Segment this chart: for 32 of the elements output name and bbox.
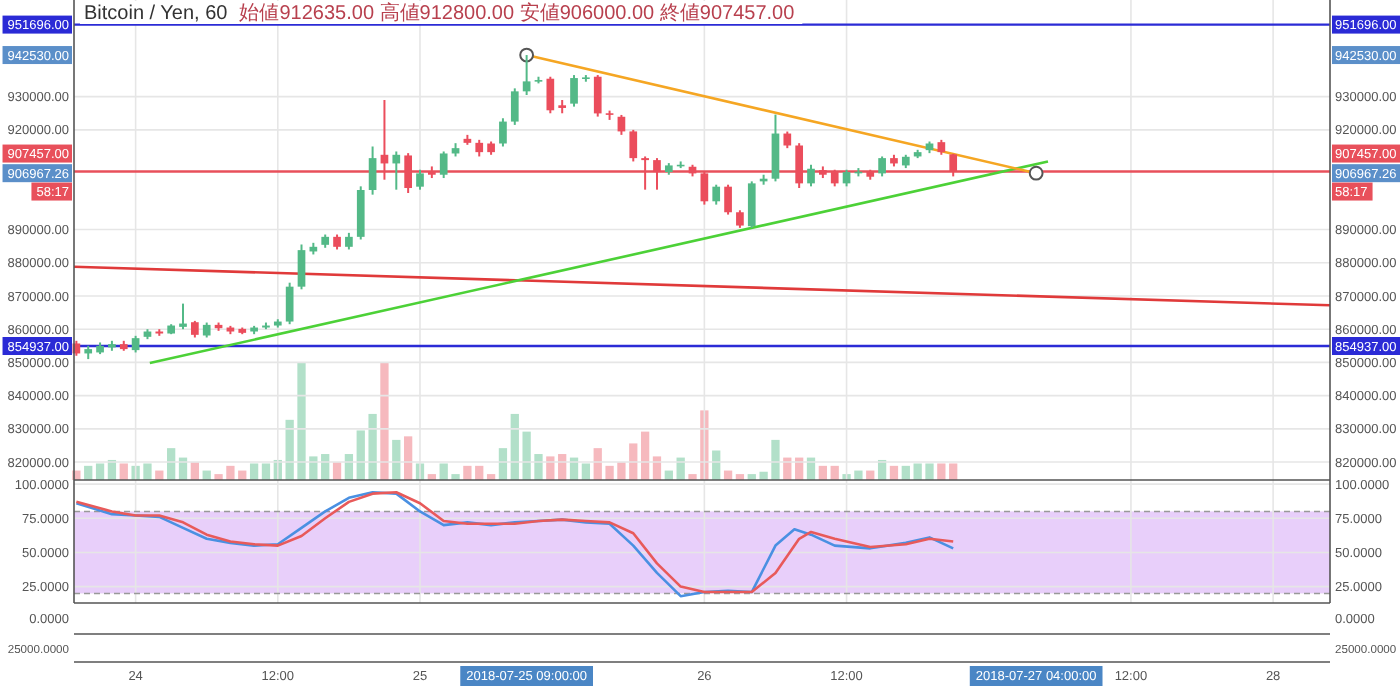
- chart-subtitle: 始値912635.00 高値912800.00 安値906000.00 終値907457.00: [239, 1, 796, 25]
- bar: [261, 463, 271, 480]
- candlestick: [416, 168, 424, 191]
- bar: [95, 463, 105, 480]
- candlestick: [570, 74, 578, 108]
- candlestick: [878, 155, 886, 178]
- candlestick: [546, 75, 555, 115]
- chart-title: Bitcoin / Yen, 60: [84, 3, 229, 25]
- candlestick: [712, 183, 721, 206]
- candlestick: [356, 185, 365, 241]
- candlestick: [499, 117, 507, 148]
- candlestick: [368, 145, 377, 196]
- bar: [640, 431, 650, 480]
- candlestick: [285, 281, 294, 326]
- bar: [949, 463, 958, 480]
- bar: [937, 463, 946, 480]
- candlestick: [510, 87, 519, 126]
- candlestick: [771, 113, 780, 183]
- candlestick: [297, 243, 306, 291]
- bar: [119, 463, 128, 480]
- candlestick: [629, 128, 638, 163]
- candlestick: [392, 150, 401, 191]
- bar: [249, 463, 259, 480]
- candlestick: [439, 150, 448, 180]
- candlestick: [593, 74, 602, 118]
- candlestick: [179, 302, 187, 331]
- bar: [581, 463, 591, 480]
- bar: [380, 362, 389, 480]
- bar: [404, 436, 413, 480]
- candlestick: [807, 163, 815, 188]
- candlestick: [724, 183, 732, 216]
- candlestick: [747, 180, 756, 229]
